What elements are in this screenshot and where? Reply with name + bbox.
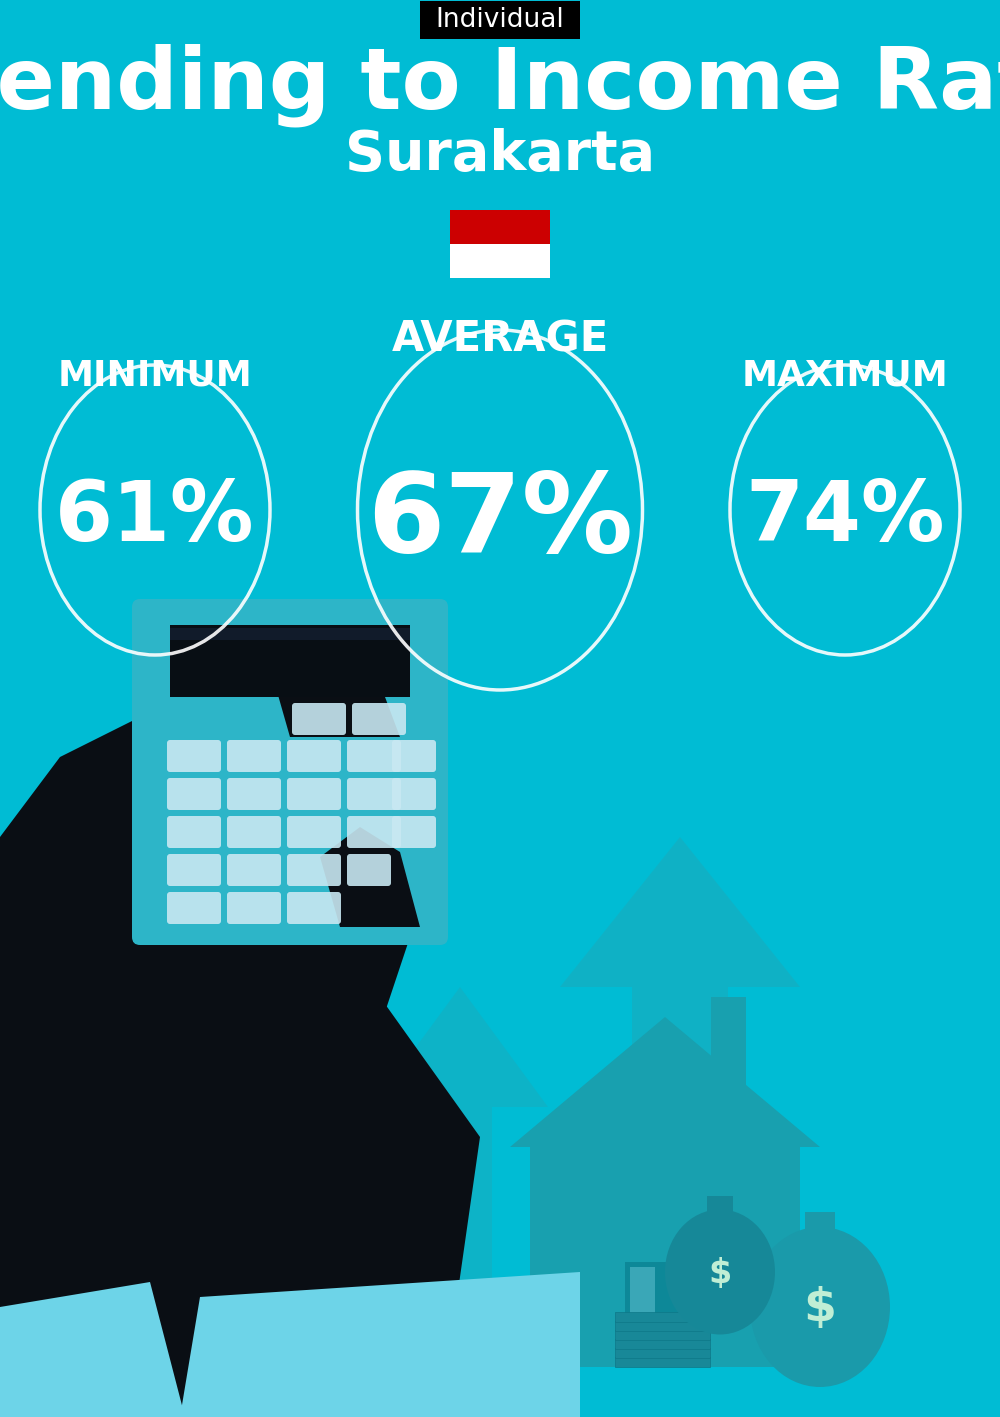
Text: MINIMUM: MINIMUM	[58, 359, 252, 393]
FancyBboxPatch shape	[347, 778, 401, 811]
Bar	[711, 998, 746, 1087]
Polygon shape	[0, 1282, 185, 1417]
FancyBboxPatch shape	[227, 854, 281, 886]
FancyBboxPatch shape	[227, 816, 281, 847]
FancyBboxPatch shape	[167, 778, 221, 811]
Polygon shape	[320, 828, 420, 927]
Ellipse shape	[665, 1210, 775, 1335]
Bar	[170, 625, 410, 697]
FancyBboxPatch shape	[227, 778, 281, 811]
FancyBboxPatch shape	[227, 740, 281, 772]
Bar	[170, 628, 410, 640]
FancyBboxPatch shape	[167, 816, 221, 847]
FancyBboxPatch shape	[392, 816, 436, 847]
Bar	[805, 1212, 835, 1231]
Text: $: $	[804, 1287, 836, 1332]
Text: Individual: Individual	[436, 7, 564, 33]
FancyBboxPatch shape	[167, 740, 221, 772]
Polygon shape	[180, 1272, 580, 1417]
Text: MAXIMUM: MAXIMUM	[742, 359, 948, 393]
Polygon shape	[510, 1017, 820, 1146]
Polygon shape	[632, 988, 728, 1367]
FancyBboxPatch shape	[420, 1, 580, 40]
FancyBboxPatch shape	[292, 703, 346, 735]
FancyBboxPatch shape	[347, 816, 401, 847]
FancyBboxPatch shape	[167, 854, 221, 886]
Bar	[450, 244, 550, 278]
FancyBboxPatch shape	[392, 740, 436, 772]
Polygon shape	[372, 988, 548, 1107]
Bar	[707, 1196, 733, 1212]
Polygon shape	[100, 998, 480, 1417]
Text: $: $	[708, 1257, 732, 1291]
FancyBboxPatch shape	[352, 703, 406, 735]
FancyBboxPatch shape	[287, 854, 341, 886]
Text: 61%: 61%	[55, 478, 255, 558]
Text: Spending to Income Ratio: Spending to Income Ratio	[0, 44, 1000, 126]
FancyBboxPatch shape	[287, 816, 341, 847]
Bar	[630, 1267, 654, 1362]
Text: 67%: 67%	[367, 469, 633, 575]
FancyBboxPatch shape	[392, 778, 436, 811]
FancyBboxPatch shape	[287, 891, 341, 924]
Text: Surakarta: Surakarta	[345, 128, 655, 181]
FancyBboxPatch shape	[287, 740, 341, 772]
Bar	[615, 1339, 710, 1349]
Bar	[615, 1321, 710, 1331]
Bar	[450, 210, 550, 244]
FancyBboxPatch shape	[132, 599, 448, 945]
Polygon shape	[0, 717, 420, 1417]
Polygon shape	[560, 837, 800, 988]
Text: AVERAGE: AVERAGE	[391, 319, 609, 361]
FancyBboxPatch shape	[347, 854, 391, 886]
Bar	[615, 1312, 710, 1322]
Ellipse shape	[750, 1227, 890, 1387]
Bar	[530, 1146, 800, 1367]
FancyBboxPatch shape	[347, 740, 401, 772]
Polygon shape	[428, 1107, 492, 1367]
Bar	[615, 1348, 710, 1357]
Text: 74%: 74%	[745, 478, 945, 558]
Bar	[624, 1263, 690, 1367]
FancyBboxPatch shape	[167, 891, 221, 924]
Bar	[615, 1357, 710, 1367]
Polygon shape	[270, 638, 400, 737]
FancyBboxPatch shape	[227, 891, 281, 924]
Bar	[615, 1331, 710, 1340]
FancyBboxPatch shape	[287, 778, 341, 811]
